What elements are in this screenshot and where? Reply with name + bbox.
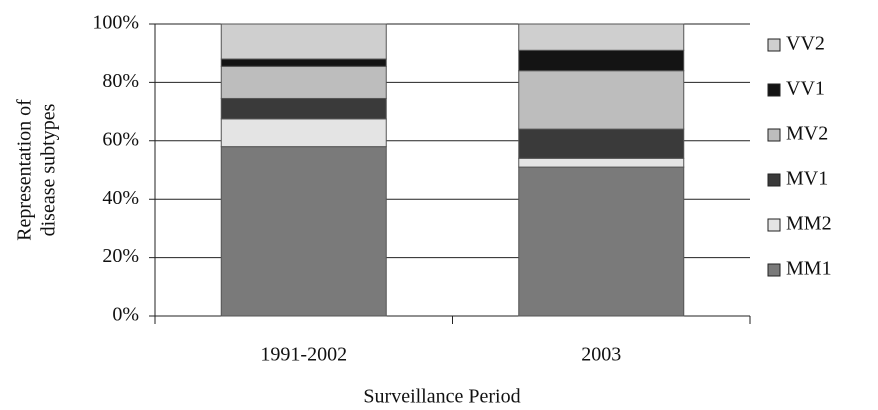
legend-swatch — [767, 218, 781, 232]
legend-label: MV1 — [786, 168, 828, 190]
bar-segment — [518, 166, 685, 317]
legend-label: MM1 — [786, 258, 832, 280]
bar-segment — [518, 70, 685, 130]
bar-segment — [518, 157, 685, 168]
y-axis-label-line: disease subtypes — [38, 103, 60, 236]
x-axis-label: Surveillance Period — [363, 386, 520, 408]
legend-swatch — [767, 83, 781, 97]
legend-label: MV2 — [786, 123, 828, 145]
bar-segment — [518, 128, 685, 159]
bar-segment — [220, 23, 387, 60]
legend-swatch — [767, 38, 781, 52]
y-tick-label: 40% — [102, 187, 139, 209]
legend-label: VV1 — [786, 78, 825, 100]
y-tick-label: 100% — [92, 12, 139, 34]
legend-swatch — [767, 173, 781, 187]
y-tick-label: 80% — [102, 70, 139, 92]
legend-swatch — [767, 263, 781, 277]
y-axis-label-line: Representation of — [14, 99, 36, 241]
legend-label: MM2 — [786, 213, 832, 235]
x-tick-label: 1991-2002 — [260, 344, 347, 366]
y-tick-label: 0% — [112, 304, 139, 326]
x-tick-label: 2003 — [581, 344, 621, 366]
bar-segment — [220, 65, 387, 99]
y-tick-label: 60% — [102, 128, 139, 150]
legend-label: VV2 — [786, 33, 825, 55]
legend-swatch — [767, 128, 781, 142]
bar-segment — [518, 49, 685, 72]
bar-segment — [220, 146, 387, 317]
bar-segment — [220, 58, 387, 67]
bar-segment — [518, 23, 685, 51]
bar-segment — [220, 118, 387, 148]
y-axis-label: Representation of disease subtypes — [14, 99, 60, 241]
bar-segment — [220, 97, 387, 120]
y-tick-label: 20% — [102, 245, 139, 267]
